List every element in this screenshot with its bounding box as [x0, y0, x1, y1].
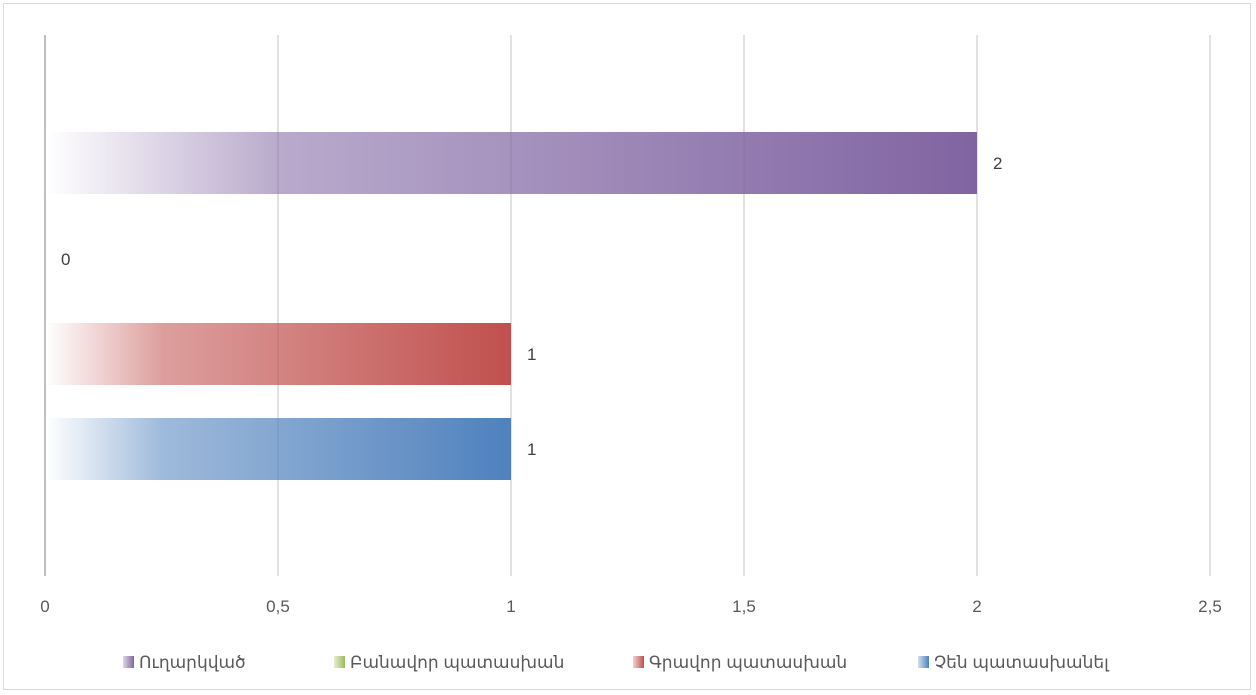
data-label: 2	[993, 154, 1002, 173]
legend-label: Չեն պատասխանել	[934, 653, 1110, 672]
bar-1	[46, 132, 977, 194]
data-label: 0	[61, 250, 70, 269]
x-tick-label: 0,5	[266, 597, 290, 616]
x-tick-label: 2,5	[1198, 597, 1222, 616]
legend-swatch	[918, 656, 929, 668]
gridlines	[44, 35, 1211, 576]
legend-swatch	[334, 656, 345, 668]
legend-swatch	[633, 656, 644, 668]
data-label: 1	[527, 345, 536, 364]
x-tick-label: 1	[506, 597, 515, 616]
data-label: 1	[527, 440, 536, 459]
x-tick-label: 0	[40, 597, 49, 616]
legend-label: Բանավոր պատասխան	[350, 653, 564, 672]
legend: Ուղարկված Բանավոր պատասխան Գրավոր պատասխան…	[123, 653, 1110, 672]
legend-swatch	[123, 656, 134, 668]
bar-3	[46, 323, 511, 385]
legend-label: Ուղարկված	[139, 653, 246, 672]
bar-4	[46, 418, 511, 480]
x-tick-label: 1,5	[732, 597, 756, 616]
legend-label: Գրավոր պատասխան	[649, 653, 847, 672]
x-tick-label: 2	[972, 597, 981, 616]
x-axis: 0 0,5 1 1,5 2 2,5	[40, 597, 1222, 616]
